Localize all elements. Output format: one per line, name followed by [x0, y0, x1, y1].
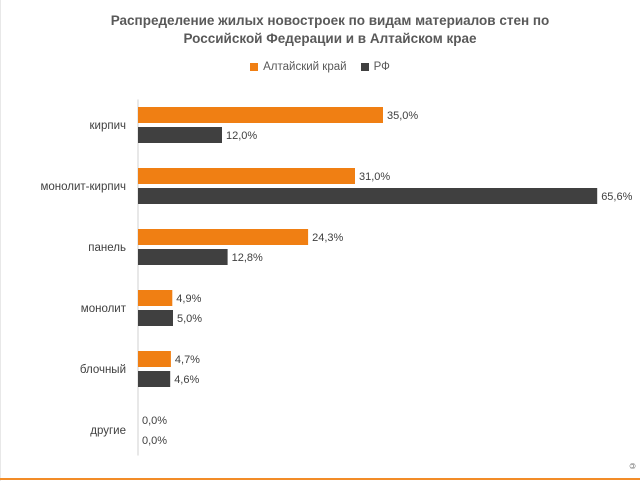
- category-label-3: монолит: [81, 303, 127, 315]
- data-label-rf-5: 0,0%: [142, 435, 167, 447]
- legend-item-rf: РФ: [360, 61, 390, 73]
- chart-title: Распределение жилых новостроек по видам …: [60, 12, 600, 48]
- bar-rf-1: [138, 188, 598, 204]
- category-label-0: кирпич: [90, 120, 127, 132]
- data-label-altai-4: 4,7%: [175, 354, 200, 366]
- category-label-2: панель: [88, 242, 126, 254]
- legend-item-altai: Алтайский край: [250, 61, 347, 73]
- data-label-rf-0: 12,0%: [226, 130, 257, 142]
- legend-swatch-rf: [360, 63, 369, 71]
- legend-label-altai: Алтайский край: [263, 61, 347, 73]
- bar-rf-3: [138, 310, 173, 326]
- data-label-altai-2: 24,3%: [312, 232, 343, 244]
- chart-title-line-1: Распределение жилых новостроек по видам …: [110, 13, 550, 28]
- bar-altai-1: [138, 168, 355, 184]
- data-label-rf-4: 4,6%: [174, 374, 199, 386]
- legend-swatch-altai: [250, 63, 259, 71]
- data-label-altai-5: 0,0%: [142, 415, 167, 427]
- page-edge-line: [0, 0, 1, 481]
- bar-altai-3: [138, 290, 173, 306]
- legend-label-rf: РФ: [373, 61, 390, 73]
- bar-rf-2: [138, 249, 228, 265]
- category-label-4: блочный: [80, 364, 126, 376]
- bar-altai-4: [138, 351, 171, 367]
- category-label-1: монолит-кирпич: [40, 181, 126, 193]
- bar-altai-2: [138, 229, 309, 245]
- data-label-rf-2: 12,8%: [232, 252, 263, 264]
- data-label-rf-3: 5,0%: [177, 313, 202, 325]
- bar-rf-4: [138, 371, 171, 387]
- bottom-accent-line: [0, 478, 640, 480]
- chart-title-line-2: Российской Федерации и в Алтайском крае: [183, 31, 477, 46]
- chart-legend: Алтайский край РФ: [0, 61, 640, 73]
- data-label-altai-3: 4,9%: [176, 293, 201, 305]
- category-label-5: другие: [90, 425, 126, 437]
- watermark-text: ©: [628, 461, 637, 470]
- data-label-altai-0: 35,0%: [387, 110, 418, 122]
- bar-altai-0: [138, 107, 383, 123]
- data-label-rf-1: 65,6%: [601, 191, 632, 203]
- data-label-altai-1: 31,0%: [359, 171, 390, 183]
- bar-rf-0: [138, 127, 222, 143]
